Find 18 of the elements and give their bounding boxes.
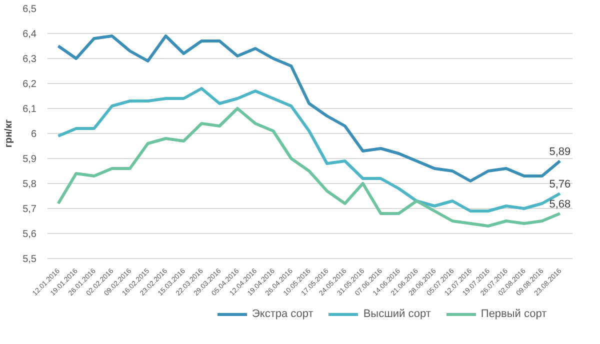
y-tick-label: 6,5 [22, 4, 37, 15]
legend-label: Первый сорт [480, 308, 547, 320]
y-axis-title: грн/кг [4, 119, 15, 148]
data-label: 5,89 [549, 146, 571, 158]
legend-label: Высший сорт [363, 308, 431, 320]
data-label: 5,68 [549, 198, 571, 210]
y-tick-label: 5,7 [22, 204, 37, 215]
y-tick-label: 5,6 [22, 229, 37, 240]
y-tick-label: 6,4 [22, 29, 37, 40]
legend-label: Экстра сорт [252, 308, 314, 320]
y-tick-label: 5,5 [22, 254, 37, 265]
data-label: 5,76 [549, 178, 571, 190]
y-tick-label: 6,2 [22, 79, 37, 90]
y-tick-label: 6,1 [22, 104, 37, 115]
y-tick-label: 6 [30, 129, 37, 140]
y-tick-label: 5,8 [22, 179, 37, 190]
y-tick-label: 6,3 [22, 54, 37, 65]
y-tick-label: 5,9 [22, 154, 37, 165]
